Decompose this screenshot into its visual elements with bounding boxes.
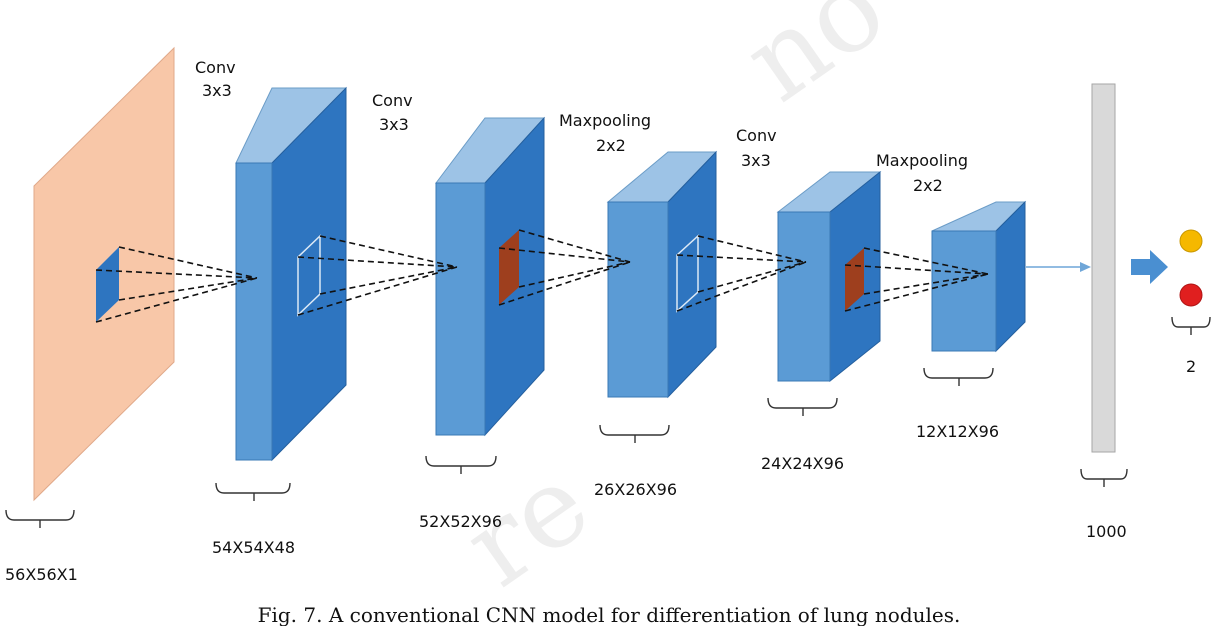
op-label-conv-1b: 3x3 — [202, 81, 232, 100]
op-label-conv-1a: Conv — [195, 58, 236, 77]
feature-block-5 — [931, 200, 1027, 353]
op-label-conv-3b: 3x3 — [741, 151, 771, 170]
input-kernel — [96, 247, 119, 322]
fc-layer-bar — [1091, 83, 1116, 453]
op-label-conv-3a: Conv — [736, 126, 777, 145]
figure-caption: Fig. 7. A conventional CNN model for dif… — [258, 603, 961, 626]
output-node-yellow — [1179, 229, 1203, 253]
output-arrow — [1131, 250, 1168, 284]
dim-label-fc: 1000 — [1086, 522, 1127, 541]
feature-block-3 — [606, 150, 718, 399]
dim-label-layer3: 26X26X96 — [594, 480, 677, 499]
feature-block-1 — [235, 86, 347, 462]
op-label-pool-1a: Maxpooling — [559, 111, 651, 130]
svg-text:no: no — [721, 0, 907, 126]
dim-label-layer2: 52X52X96 — [419, 512, 502, 531]
kernel-brown-2 — [845, 248, 864, 311]
op-label-pool-2b: 2x2 — [913, 176, 943, 195]
flatten-arrow — [1026, 262, 1091, 272]
op-label-pool-2a: Maxpooling — [876, 151, 968, 170]
input-plane — [33, 46, 175, 502]
operation-labels: Conv 3x3 Conv 3x3 Maxpooling 2x2 Conv 3x… — [195, 58, 968, 195]
output-node-red — [1179, 283, 1203, 307]
conv-connectors — [95, 229, 989, 323]
op-label-conv-2b: 3x3 — [379, 115, 409, 134]
dimension-braces — [5, 316, 1211, 528]
op-label-conv-2a: Conv — [372, 91, 413, 110]
dim-label-layer5: 12X12X96 — [916, 422, 999, 441]
feature-block-2 — [434, 116, 546, 437]
dimension-labels: 56X56X1 54X54X48 52X52X96 26X26X96 24X24… — [5, 357, 1196, 584]
dim-label-input: 56X56X1 — [5, 565, 78, 584]
dim-label-output: 2 — [1186, 357, 1196, 376]
feature-block-4 — [776, 170, 882, 383]
dim-label-layer4: 24X24X96 — [761, 454, 844, 473]
op-label-pool-1b: 2x2 — [596, 136, 626, 155]
dim-label-layer1: 54X54X48 — [212, 538, 295, 557]
